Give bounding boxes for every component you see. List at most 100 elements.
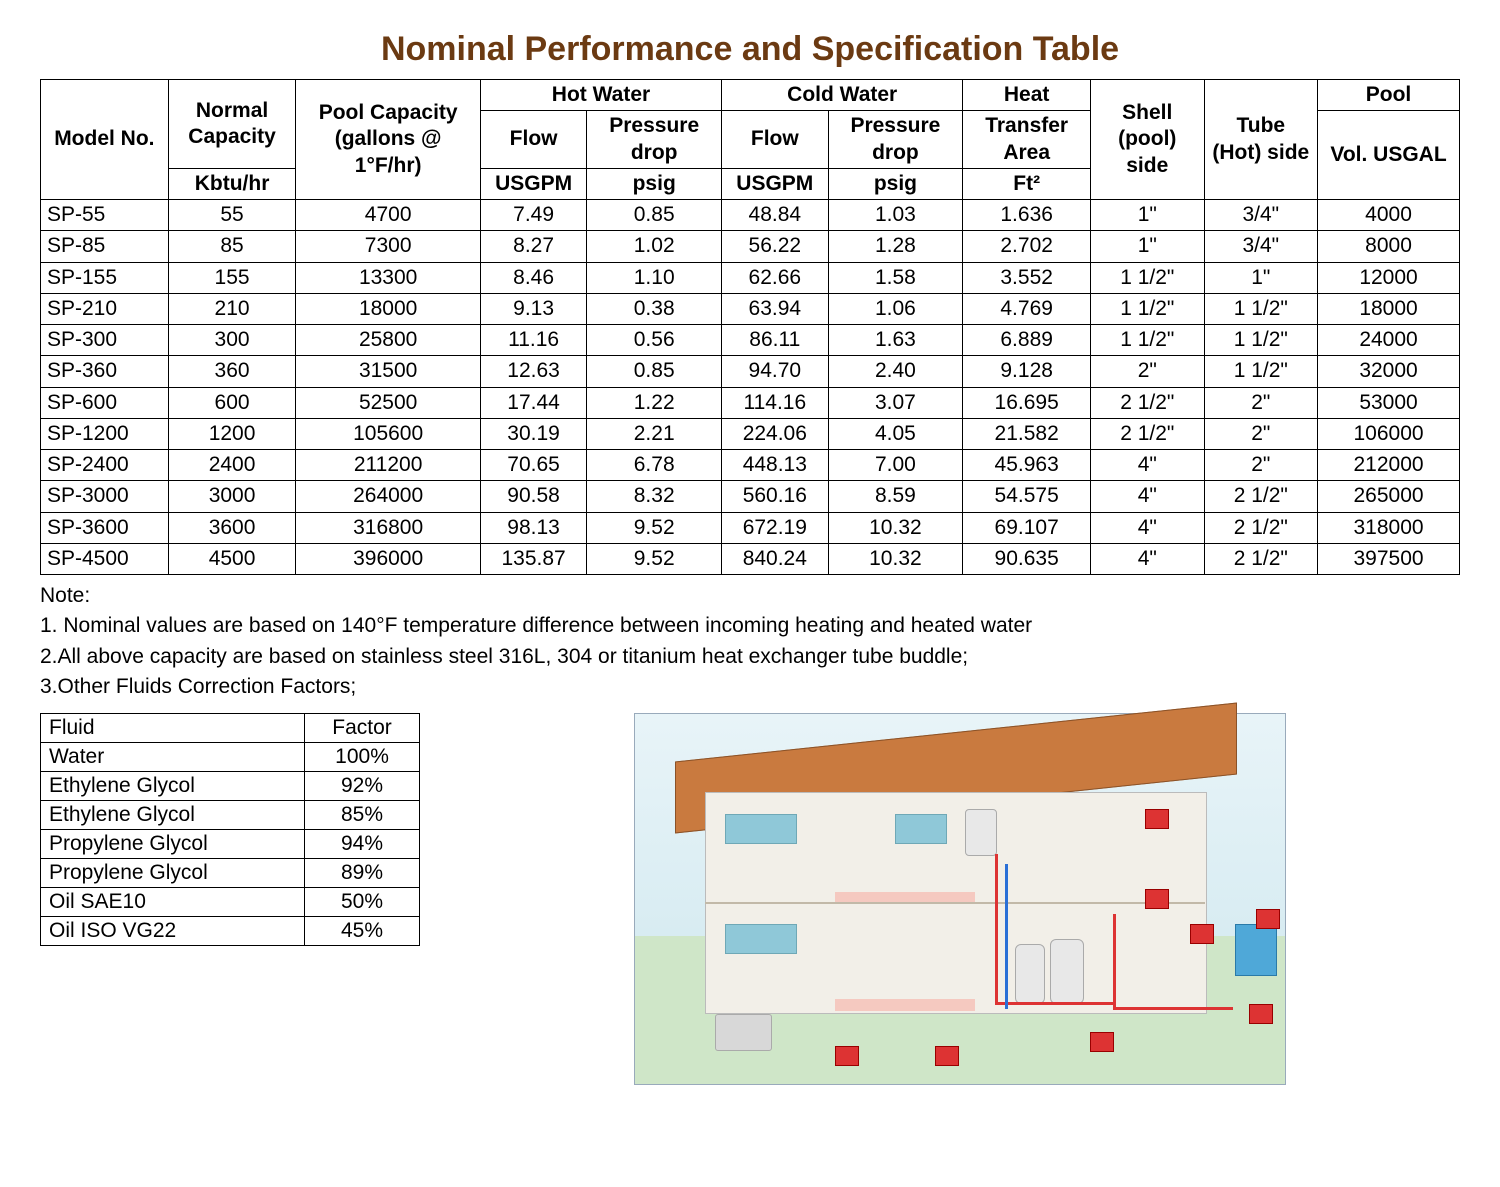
cell-factor: 100% bbox=[305, 742, 420, 771]
cell-model: SP-3600 bbox=[41, 512, 169, 543]
table-row: SP-3600 3600 316800 98.13 9.52 672.19 10… bbox=[41, 512, 1460, 543]
cell-cw-flow: 94.70 bbox=[722, 356, 828, 387]
cell-pool-cap: 4700 bbox=[296, 200, 480, 231]
cell-cw-flow: 48.84 bbox=[722, 200, 828, 231]
notes-block: Note: 1. Nominal values are based on 140… bbox=[40, 581, 1460, 703]
factor-col-factor: Factor bbox=[305, 713, 420, 742]
cell-pool-cap: 52500 bbox=[296, 387, 480, 418]
cell-cw-pd: 1.28 bbox=[828, 231, 963, 262]
cell-factor: 89% bbox=[305, 858, 420, 887]
water-tank-icon bbox=[1015, 944, 1045, 1004]
window-icon bbox=[725, 924, 797, 954]
cell-fluid: Propylene Glycol bbox=[41, 829, 305, 858]
cell-tube: 2 1/2" bbox=[1204, 512, 1318, 543]
cell-model: SP-210 bbox=[41, 293, 169, 324]
table-row: Oil SAE10 50% bbox=[41, 887, 420, 916]
cell-hw-flow: 90.58 bbox=[480, 481, 586, 512]
cell-hw-flow: 98.13 bbox=[480, 512, 586, 543]
col-cw-pd-unit: psig bbox=[828, 168, 963, 199]
callout-badge-icon bbox=[1090, 1032, 1114, 1052]
cell-cw-pd: 1.06 bbox=[828, 293, 963, 324]
cell-hw-pd: 0.38 bbox=[587, 293, 722, 324]
table-row: Ethylene Glycol 92% bbox=[41, 771, 420, 800]
cell-hw-flow: 12.63 bbox=[480, 356, 586, 387]
col-cw-flow: Flow bbox=[722, 111, 828, 169]
cell-area: 1.636 bbox=[963, 200, 1091, 231]
cell-model: SP-3000 bbox=[41, 481, 169, 512]
cell-shell: 4" bbox=[1091, 450, 1205, 481]
cell-kbtu: 3600 bbox=[168, 512, 296, 543]
cell-pool-vol: 24000 bbox=[1318, 325, 1460, 356]
col-tube: Tube (Hot) side bbox=[1204, 80, 1318, 200]
col-hw-pd-unit: psig bbox=[587, 168, 722, 199]
cell-pool-cap: 105600 bbox=[296, 418, 480, 449]
cell-model: SP-600 bbox=[41, 387, 169, 418]
cell-cw-flow: 56.22 bbox=[722, 231, 828, 262]
hot-pipe-icon bbox=[995, 1002, 1115, 1005]
cell-hw-pd: 0.85 bbox=[587, 200, 722, 231]
cell-area: 3.552 bbox=[963, 262, 1091, 293]
cold-pipe-icon bbox=[1005, 864, 1008, 1009]
col-hot-water: Hot Water bbox=[480, 80, 721, 111]
cell-model: SP-155 bbox=[41, 262, 169, 293]
table-row: SP-360 360 31500 12.63 0.85 94.70 2.40 9… bbox=[41, 356, 1460, 387]
cell-cw-pd: 7.00 bbox=[828, 450, 963, 481]
cell-hw-flow: 9.13 bbox=[480, 293, 586, 324]
cell-area: 4.769 bbox=[963, 293, 1091, 324]
cell-cw-pd: 1.03 bbox=[828, 200, 963, 231]
page-title: Nominal Performance and Specification Ta… bbox=[40, 30, 1460, 69]
cell-cw-pd: 3.07 bbox=[828, 387, 963, 418]
callout-badge-icon bbox=[1249, 1004, 1273, 1024]
cell-pool-cap: 25800 bbox=[296, 325, 480, 356]
cell-hw-pd: 8.32 bbox=[587, 481, 722, 512]
col-hw-flow-unit: USGPM bbox=[480, 168, 586, 199]
notes-heading: Note: bbox=[40, 581, 1460, 611]
cell-cw-flow: 840.24 bbox=[722, 543, 828, 574]
cell-area: 2.702 bbox=[963, 231, 1091, 262]
cell-cw-pd: 2.40 bbox=[828, 356, 963, 387]
cell-hw-pd: 6.78 bbox=[587, 450, 722, 481]
cell-cw-flow: 63.94 bbox=[722, 293, 828, 324]
factor-col-fluid: Fluid bbox=[41, 713, 305, 742]
table-row: SP-55 55 4700 7.49 0.85 48.84 1.03 1.636… bbox=[41, 200, 1460, 231]
cell-kbtu: 210 bbox=[168, 293, 296, 324]
window-icon bbox=[725, 814, 797, 844]
cell-pool-vol: 18000 bbox=[1318, 293, 1460, 324]
cell-tube: 3/4" bbox=[1204, 200, 1318, 231]
spec-table-header: Model No. Normal Capacity Pool Capacity … bbox=[41, 80, 1460, 200]
cell-cw-pd: 4.05 bbox=[828, 418, 963, 449]
cell-pool-vol: 32000 bbox=[1318, 356, 1460, 387]
cell-kbtu: 360 bbox=[168, 356, 296, 387]
table-row: SP-155 155 13300 8.46 1.10 62.66 1.58 3.… bbox=[41, 262, 1460, 293]
cell-area: 16.695 bbox=[963, 387, 1091, 418]
factor-table: Fluid Factor Water 100% Ethylene Glycol … bbox=[40, 713, 420, 946]
cell-cw-pd: 10.32 bbox=[828, 512, 963, 543]
callout-badge-icon bbox=[1256, 909, 1280, 929]
cell-shell: 1 1/2" bbox=[1091, 262, 1205, 293]
cell-tube: 1 1/2" bbox=[1204, 356, 1318, 387]
cell-shell: 2 1/2" bbox=[1091, 418, 1205, 449]
cell-model: SP-300 bbox=[41, 325, 169, 356]
cell-pool-vol: 4000 bbox=[1318, 200, 1460, 231]
cell-shell: 1" bbox=[1091, 231, 1205, 262]
cell-fluid: Oil ISO VG22 bbox=[41, 916, 305, 945]
cell-shell: 1 1/2" bbox=[1091, 325, 1205, 356]
cell-tube: 2" bbox=[1204, 387, 1318, 418]
note-item: 1. Nominal values are based on 140°F tem… bbox=[40, 611, 1460, 641]
cell-hw-pd: 1.10 bbox=[587, 262, 722, 293]
cell-area: 69.107 bbox=[963, 512, 1091, 543]
cell-shell: 4" bbox=[1091, 481, 1205, 512]
cell-kbtu: 85 bbox=[168, 231, 296, 262]
cell-hw-flow: 7.49 bbox=[480, 200, 586, 231]
table-row: SP-2400 2400 211200 70.65 6.78 448.13 7.… bbox=[41, 450, 1460, 481]
note-item: 3.Other Fluids Correction Factors; bbox=[40, 672, 1460, 702]
cell-area: 45.963 bbox=[963, 450, 1091, 481]
cell-fluid: Water bbox=[41, 742, 305, 771]
boiler-icon bbox=[965, 809, 997, 856]
cell-kbtu: 1200 bbox=[168, 418, 296, 449]
col-cw-flow-unit: USGPM bbox=[722, 168, 828, 199]
cell-kbtu: 2400 bbox=[168, 450, 296, 481]
cell-hw-flow: 135.87 bbox=[480, 543, 586, 574]
cell-cw-flow: 86.11 bbox=[722, 325, 828, 356]
cell-pool-cap: 13300 bbox=[296, 262, 480, 293]
